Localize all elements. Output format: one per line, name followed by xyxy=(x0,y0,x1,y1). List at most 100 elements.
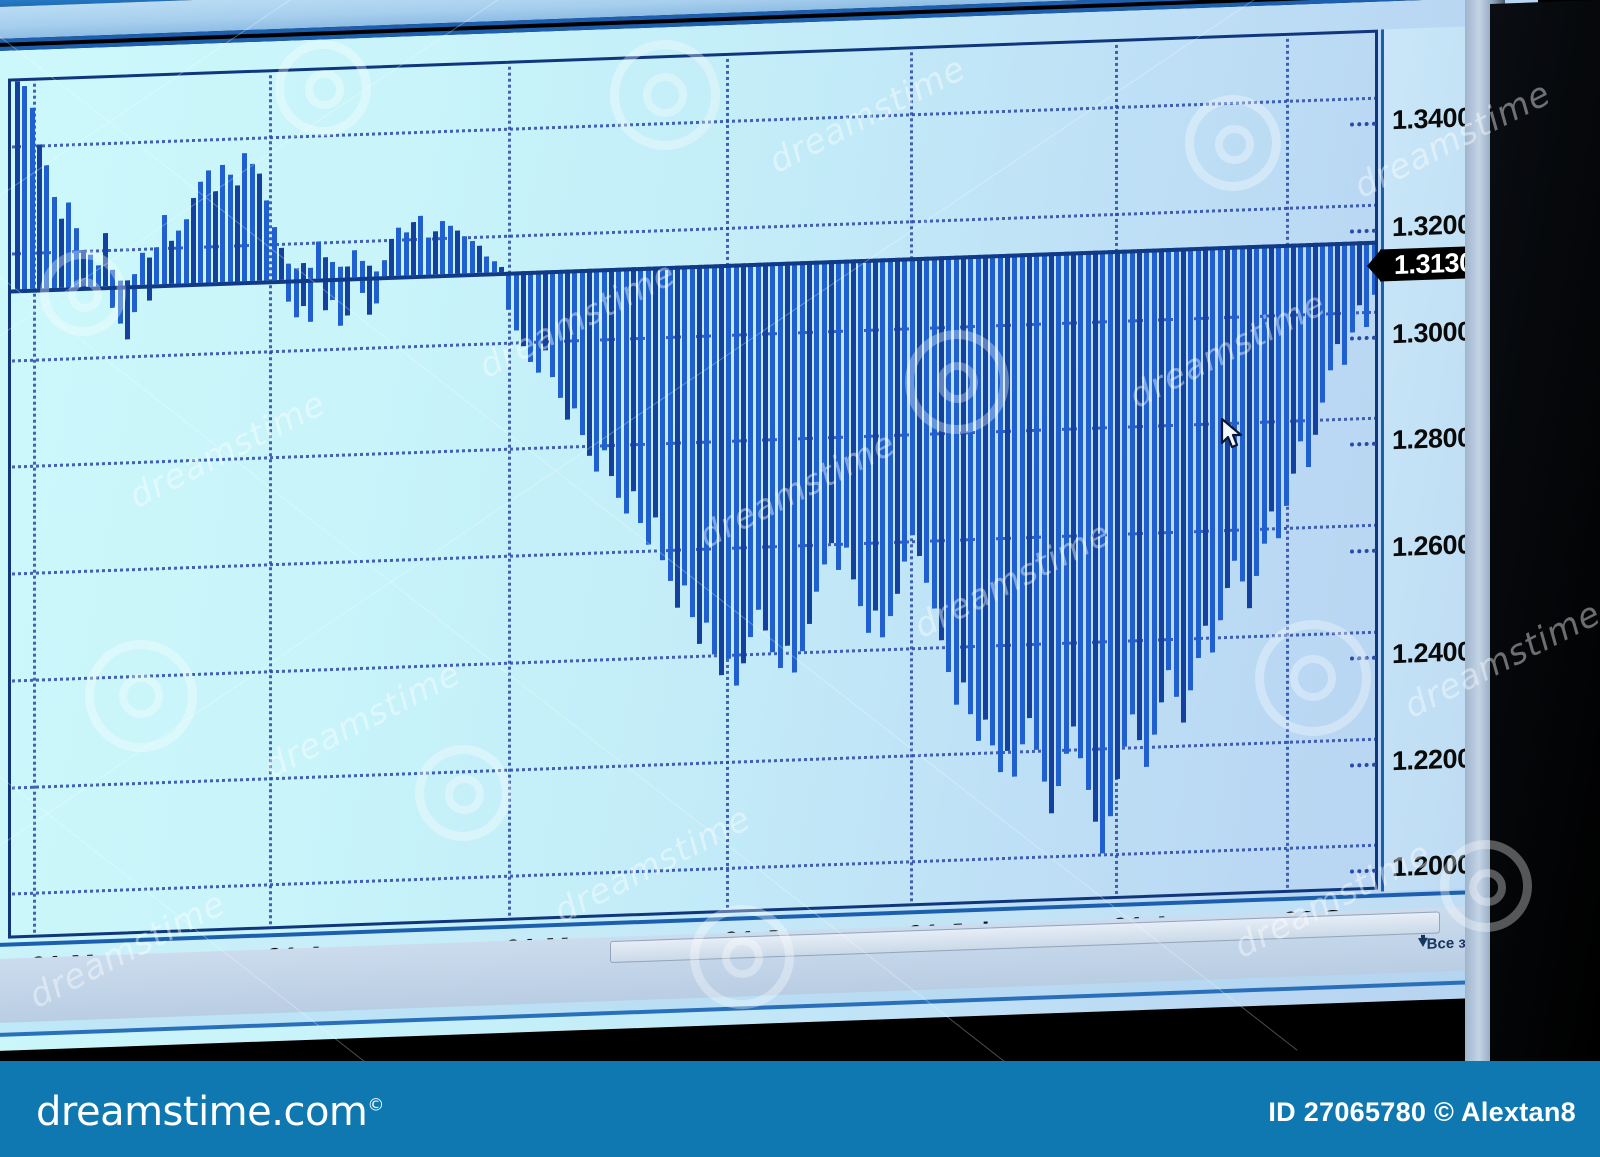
price-bar xyxy=(147,257,152,301)
price-bar xyxy=(961,255,966,683)
price-bar xyxy=(1107,250,1113,817)
price-bar xyxy=(352,250,358,278)
price-bar xyxy=(213,191,218,283)
copyright-mark: © xyxy=(367,1095,384,1116)
price-bar xyxy=(1357,241,1362,306)
price-bar xyxy=(469,241,475,274)
price-bar xyxy=(1291,243,1296,474)
price-bar xyxy=(557,269,563,399)
price-bar xyxy=(931,256,937,609)
price-bar xyxy=(741,263,746,664)
price-bar xyxy=(73,228,79,288)
price-bar xyxy=(15,81,20,290)
price-bar xyxy=(814,260,820,592)
price-bar xyxy=(1100,250,1106,854)
price-bar xyxy=(29,107,35,290)
price-bar xyxy=(88,254,94,287)
price-bar xyxy=(411,221,416,276)
price-bar xyxy=(132,274,138,313)
price-bar xyxy=(924,256,930,583)
price-bar xyxy=(726,263,732,660)
price-bar xyxy=(528,270,534,362)
price-bar xyxy=(887,258,893,616)
price-bar xyxy=(829,260,834,544)
price-bar xyxy=(983,254,988,720)
price-bar xyxy=(1049,252,1054,813)
price-bar xyxy=(103,232,108,287)
price-bar xyxy=(1078,251,1084,759)
price-bar xyxy=(968,255,974,715)
price-bar xyxy=(447,225,453,275)
price-bar xyxy=(865,258,871,633)
price-bar xyxy=(653,266,658,518)
chart-bar-series xyxy=(11,33,1377,936)
price-bar xyxy=(1122,249,1128,747)
price-bar xyxy=(521,271,526,347)
chart-window[interactable]: 1.34000 1.32000 1.30000 1.28000 1.26000 1.240… xyxy=(0,0,1538,1052)
price-bar xyxy=(601,268,607,451)
price-bar xyxy=(227,175,233,282)
price-bar xyxy=(770,262,776,653)
price-bar xyxy=(1041,252,1047,782)
price-bar xyxy=(733,263,739,686)
price-bar xyxy=(279,247,284,281)
price-bar xyxy=(975,254,981,741)
mouse-pointer-icon xyxy=(1220,418,1243,449)
price-bar xyxy=(462,235,468,274)
price-bar xyxy=(491,261,497,273)
price-bar xyxy=(176,230,182,284)
price-bar xyxy=(807,261,812,625)
price-bar xyxy=(1349,241,1355,333)
price-bar xyxy=(565,269,570,420)
price-bar xyxy=(1137,249,1142,741)
price-bar xyxy=(1269,244,1274,512)
price-bar xyxy=(403,232,409,276)
price-bar xyxy=(1203,246,1208,626)
dreamstime-logo-text: dreamstime.com xyxy=(36,1089,368,1135)
price-bar xyxy=(902,257,908,563)
price-bar xyxy=(704,264,710,623)
price-bar xyxy=(1313,242,1318,436)
price-bar xyxy=(594,268,600,472)
price-bar xyxy=(205,170,211,283)
price-bar xyxy=(455,230,460,274)
price-bar xyxy=(836,259,842,570)
price-bar xyxy=(1225,246,1230,588)
price-bar xyxy=(990,254,996,746)
price-bar xyxy=(880,258,886,638)
price-bar xyxy=(1173,247,1179,697)
price-bar xyxy=(843,259,849,549)
price-bar xyxy=(785,261,790,647)
price-bar xyxy=(418,216,424,276)
price-bar xyxy=(873,258,878,612)
price-bar xyxy=(257,173,262,281)
price-bar xyxy=(682,265,688,586)
price-bar xyxy=(616,267,622,498)
price-bar xyxy=(997,254,1003,773)
price-bar xyxy=(484,256,490,273)
price-bar xyxy=(697,264,702,645)
price-bar xyxy=(953,255,959,705)
price-bar xyxy=(645,266,651,545)
price-bar xyxy=(1261,244,1267,544)
price-bar xyxy=(95,265,101,287)
price-bar xyxy=(543,270,548,351)
price-bar xyxy=(389,238,394,277)
price-bar xyxy=(1210,246,1216,653)
price-bar xyxy=(308,268,314,322)
price-bar xyxy=(939,256,944,641)
price-bar xyxy=(191,197,196,284)
price-bar xyxy=(660,266,666,561)
price-bar xyxy=(381,260,387,277)
chart-plot-area[interactable] xyxy=(8,29,1378,939)
price-bar xyxy=(763,262,768,632)
price-bar xyxy=(220,164,226,283)
price-bar xyxy=(535,270,541,373)
price-bar xyxy=(689,265,695,618)
price-bar xyxy=(1298,243,1304,442)
price-bar xyxy=(169,241,174,285)
price-bar xyxy=(1195,247,1201,659)
price-bar xyxy=(550,270,556,378)
price-bar xyxy=(59,218,64,288)
price-bar xyxy=(1093,250,1098,823)
